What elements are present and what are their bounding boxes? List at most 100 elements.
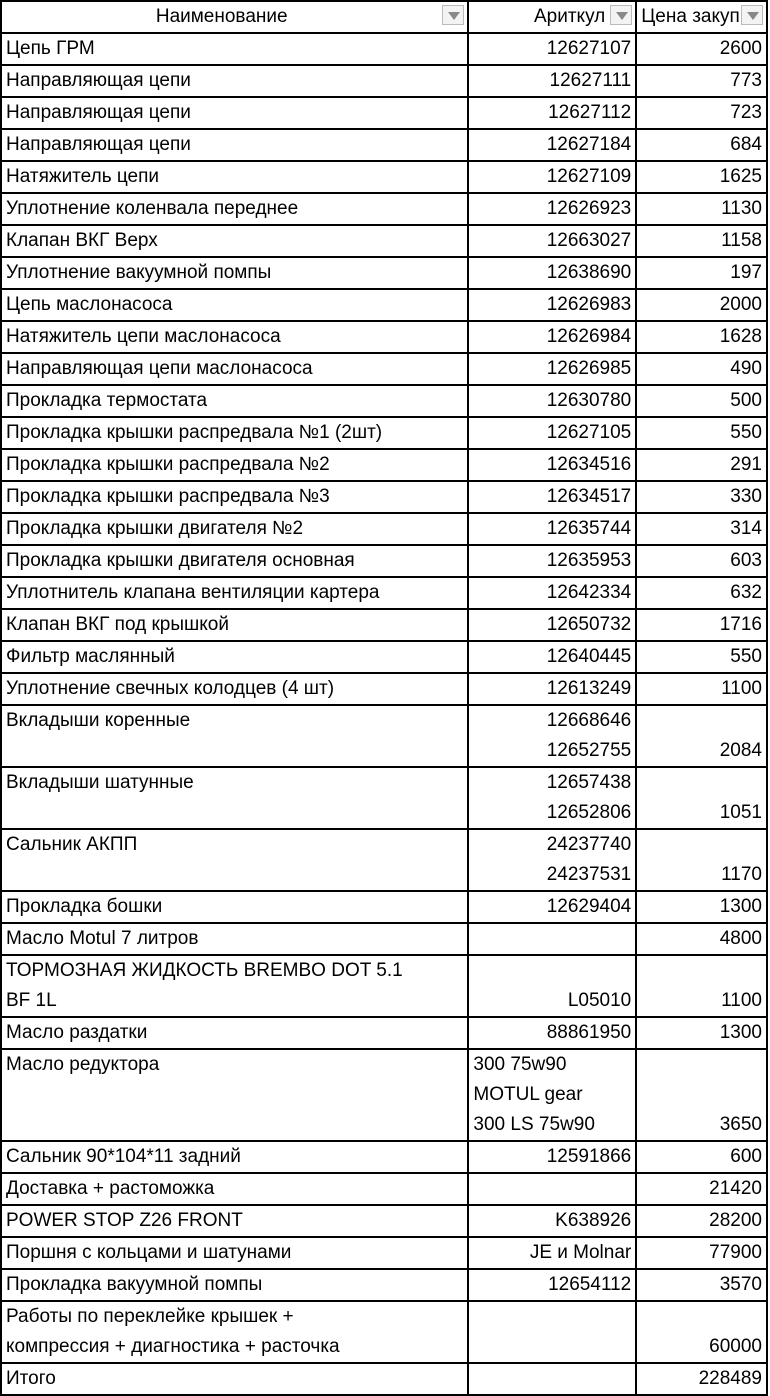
cell-price[interactable]: 4800 bbox=[635, 922, 768, 956]
cell-article[interactable]: 12626985 bbox=[467, 352, 638, 386]
cell-article[interactable]: 12654112 bbox=[467, 1268, 638, 1302]
cell-price[interactable]: 2084 bbox=[635, 704, 768, 768]
cell-article[interactable]: 300 75w90 MOTUL gear 300 LS 75w90 bbox=[467, 1048, 638, 1142]
cell-price[interactable]: 1100 bbox=[635, 954, 768, 1018]
cell-article[interactable]: L05010 bbox=[467, 954, 638, 1018]
cell-article[interactable]: 12663027 bbox=[467, 224, 638, 258]
cell-article[interactable]: 12634517 bbox=[467, 480, 638, 514]
cell-price[interactable]: 500 bbox=[635, 384, 768, 418]
cell-article[interactable]: 88861950 bbox=[467, 1016, 638, 1050]
cell-price[interactable]: 600 bbox=[635, 1140, 768, 1174]
cell-article[interactable]: 12638690 bbox=[467, 256, 638, 290]
cell-price[interactable]: 2600 bbox=[635, 32, 768, 66]
cell-price[interactable]: 1300 bbox=[635, 890, 768, 924]
cell-article[interactable]: 12627109 bbox=[467, 160, 638, 194]
cell-price[interactable]: 550 bbox=[635, 640, 768, 674]
cell-price[interactable]: 1716 bbox=[635, 608, 768, 642]
cell-name[interactable]: Фильтр маслянный bbox=[0, 640, 470, 674]
cell-name[interactable]: Направляющая цепи bbox=[0, 96, 470, 130]
cell-name[interactable]: Прокладка крышки распредвала №3 bbox=[0, 480, 470, 514]
cell-price[interactable]: 1051 bbox=[635, 766, 768, 830]
cell-price[interactable]: 632 bbox=[635, 576, 768, 610]
cell-price[interactable]: 1130 bbox=[635, 192, 768, 226]
cell-price[interactable]: 1628 bbox=[635, 320, 768, 354]
cell-name[interactable]: Вкладыши коренные bbox=[0, 704, 470, 768]
cell-name[interactable]: Прокладка крышки распредвала №1 (2шт) bbox=[0, 416, 470, 450]
cell-name[interactable]: Поршня с кольцами и шатунами bbox=[0, 1236, 470, 1270]
cell-article[interactable]: 12627105 bbox=[467, 416, 638, 450]
cell-article[interactable]: 12642334 bbox=[467, 576, 638, 610]
cell-article[interactable]: 12627107 bbox=[467, 32, 638, 66]
dropdown-filter-icon[interactable] bbox=[610, 5, 633, 25]
cell-name[interactable]: Клапан ВКГ под крышкой bbox=[0, 608, 470, 642]
cell-price[interactable]: 1100 bbox=[635, 672, 768, 706]
cell-article[interactable]: 12629404 bbox=[467, 890, 638, 924]
cell-name[interactable]: Натяжитель цепи bbox=[0, 160, 470, 194]
cell-article[interactable] bbox=[467, 922, 638, 956]
cell-name[interactable]: Масло раздатки bbox=[0, 1016, 470, 1050]
cell-name[interactable]: Уплотнение свечных колодцев (4 шт) bbox=[0, 672, 470, 706]
cell-article[interactable]: 12634516 bbox=[467, 448, 638, 482]
cell-article[interactable]: 12591866 bbox=[467, 1140, 638, 1174]
cell-name[interactable]: Уплотнитель клапана вентиляции картера bbox=[0, 576, 470, 610]
cell-name[interactable]: Уплотнение коленвала переднее bbox=[0, 192, 470, 226]
dropdown-filter-icon[interactable] bbox=[442, 5, 465, 25]
cell-name[interactable]: Прокладка крышки распредвала №2 bbox=[0, 448, 470, 482]
cell-price[interactable]: 21420 bbox=[635, 1172, 768, 1206]
cell-article[interactable]: 12635953 bbox=[467, 544, 638, 578]
cell-article[interactable]: 12627184 bbox=[467, 128, 638, 162]
cell-name[interactable]: Уплотнение вакуумной помпы bbox=[0, 256, 470, 290]
cell-name[interactable]: Натяжитель цепи маслонасоса bbox=[0, 320, 470, 354]
cell-name[interactable]: Цепь ГРМ bbox=[0, 32, 470, 66]
cell-name[interactable]: POWER STOP Z26 FRONT bbox=[0, 1204, 470, 1238]
cell-price[interactable]: 1625 bbox=[635, 160, 768, 194]
cell-article[interactable]: 12626983 bbox=[467, 288, 638, 322]
cell-price[interactable]: 3570 bbox=[635, 1268, 768, 1302]
cell-name[interactable]: Масло редуктора bbox=[0, 1048, 470, 1142]
cell-article[interactable]: 12635744 bbox=[467, 512, 638, 546]
cell-article[interactable]: 12668646 12652755 bbox=[467, 704, 638, 768]
cell-name[interactable]: Масло Motul 7 литров bbox=[0, 922, 470, 956]
cell-name[interactable]: Направляющая цепи bbox=[0, 128, 470, 162]
cell-article[interactable] bbox=[467, 1300, 638, 1364]
cell-article[interactable]: 12626923 bbox=[467, 192, 638, 226]
cell-article[interactable]: JE и Molnar bbox=[467, 1236, 638, 1270]
cell-price[interactable]: 3650 bbox=[635, 1048, 768, 1142]
cell-name[interactable]: Прокладка бошки bbox=[0, 890, 470, 924]
cell-price[interactable]: 197 bbox=[635, 256, 768, 290]
cell-name[interactable]: Направляющая цепи маслонасоса bbox=[0, 352, 470, 386]
cell-price[interactable]: 723 bbox=[635, 96, 768, 130]
cell-price[interactable]: 490 bbox=[635, 352, 768, 386]
cell-name[interactable]: Прокладка вакуумной помпы bbox=[0, 1268, 470, 1302]
cell-price[interactable]: 1300 bbox=[635, 1016, 768, 1050]
cell-article[interactable] bbox=[467, 1172, 638, 1206]
cell-name[interactable]: Цепь маслонасоса bbox=[0, 288, 470, 322]
cell-name[interactable]: Работы по переклейке крышек + компрессия … bbox=[0, 1300, 470, 1364]
cell-article[interactable]: 24237740 24237531 bbox=[467, 828, 638, 892]
cell-article[interactable]: 12627112 bbox=[467, 96, 638, 130]
cell-article[interactable]: 12613249 bbox=[467, 672, 638, 706]
cell-article[interactable]: K638926 bbox=[467, 1204, 638, 1238]
cell-article[interactable] bbox=[467, 1362, 638, 1396]
cell-price[interactable]: 1170 bbox=[635, 828, 768, 892]
cell-article[interactable]: 12650732 bbox=[467, 608, 638, 642]
cell-price[interactable]: 684 bbox=[635, 128, 768, 162]
cell-price[interactable]: 1158 bbox=[635, 224, 768, 258]
cell-name[interactable]: Доставка + растоможка bbox=[0, 1172, 470, 1206]
cell-name[interactable]: Прокладка термостата bbox=[0, 384, 470, 418]
cell-price[interactable]: 550 bbox=[635, 416, 768, 450]
cell-price[interactable]: 314 bbox=[635, 512, 768, 546]
dropdown-filter-icon[interactable] bbox=[741, 5, 763, 25]
cell-name[interactable]: Сальник АКПП bbox=[0, 828, 470, 892]
cell-article[interactable]: 12657438 12652806 bbox=[467, 766, 638, 830]
cell-article[interactable]: 12630780 bbox=[467, 384, 638, 418]
cell-name[interactable]: Прокладка крышки двигателя №2 bbox=[0, 512, 470, 546]
cell-name[interactable]: Сальник 90*104*11 задний bbox=[0, 1140, 470, 1174]
cell-name[interactable]: Вкладыши шатунные bbox=[0, 766, 470, 830]
cell-article[interactable]: 12626984 bbox=[467, 320, 638, 354]
cell-name[interactable]: Прокладка крышки двигателя основная bbox=[0, 544, 470, 578]
cell-price[interactable]: 291 bbox=[635, 448, 768, 482]
cell-article[interactable]: 12640445 bbox=[467, 640, 638, 674]
cell-price[interactable]: 60000 bbox=[635, 1300, 768, 1364]
cell-price[interactable]: 77900 bbox=[635, 1236, 768, 1270]
